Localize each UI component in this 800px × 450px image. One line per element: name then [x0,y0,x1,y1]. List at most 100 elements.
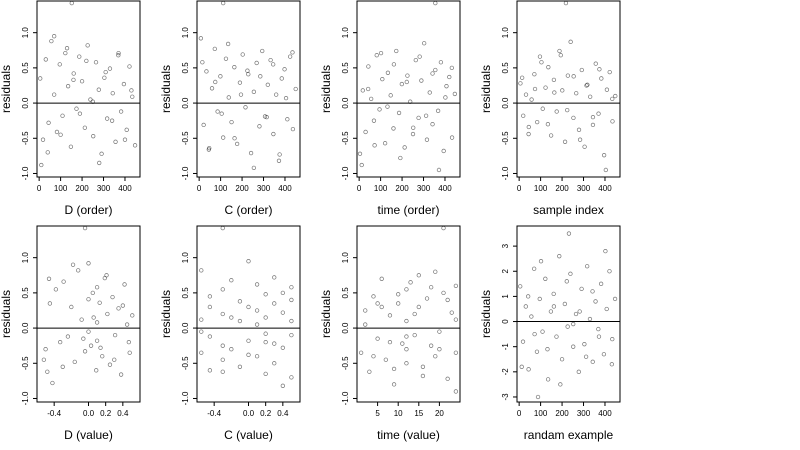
data-point [272,341,277,346]
y-tick-label: -1.0 [501,166,510,180]
data-point [289,318,294,324]
data-point [398,155,403,161]
data-point [116,306,121,311]
data-point [102,75,107,80]
data-point [221,135,226,140]
data-point [240,52,245,57]
y-tick-label: -1.0 [181,166,190,180]
data-point [609,362,614,367]
data-point [71,71,76,76]
data-point [357,151,363,156]
data-point [420,373,426,379]
data-point [220,357,225,362]
data-point [582,342,587,347]
data-point [201,122,206,128]
x-axis-label: D (order) [64,203,112,217]
data-point [574,91,579,96]
data-point [107,66,113,71]
data-point [558,382,563,387]
data-point [90,99,95,104]
y-tick-label: 0.0 [181,97,190,109]
data-point [535,394,541,400]
y-tick-label: 0.0 [341,97,350,109]
data-point [65,84,71,89]
data-point [282,67,287,72]
data-point [582,144,587,149]
data-point [529,314,534,319]
data-point [590,359,595,364]
data-point [84,58,89,63]
plot-frame [36,0,141,178]
x-tick-label: 0 [517,184,522,193]
y-tick-label: -3 [501,393,510,401]
data-point [529,97,534,102]
data-point [571,74,576,79]
data-point [444,84,449,89]
y-tick-label: 0.5 [501,62,510,74]
data-point [113,139,118,144]
plot-frame [196,225,301,403]
data-point [45,369,50,374]
y-tick-label: 0.0 [21,97,30,109]
data-point [429,343,434,348]
data-point [99,151,104,156]
data-point [429,285,434,290]
data-point [548,133,554,138]
data-point [601,352,607,357]
data-point [371,354,376,359]
data-point [112,357,117,362]
data-point [408,280,413,285]
data-point [576,127,582,132]
y-tick-label: -1 [501,343,510,351]
data-point [579,286,584,292]
y-tick-label: 1.0 [341,252,350,264]
data-point [532,72,537,77]
data-point [88,97,93,102]
data-point [76,268,81,273]
data-point [599,76,604,81]
data-point [254,282,260,287]
data-point [445,297,450,303]
data-point [366,64,371,69]
data-point [215,109,220,114]
data-point [229,119,234,125]
data-point [260,48,265,54]
data-point [246,352,251,357]
data-point [400,341,405,346]
data-point [82,225,88,231]
data-point [116,50,121,56]
y-tick-label: 0.5 [341,287,350,299]
data-point [577,137,583,142]
data-point [126,340,131,345]
y-tick-label: 0.0 [21,322,30,334]
data-point [554,334,559,339]
data-point [443,95,448,100]
data-point [198,36,204,41]
data-point [598,281,604,286]
data-point [50,380,55,386]
data-point [404,287,409,292]
data-point [121,81,127,87]
data-point [40,137,46,142]
x-tick-label: -0.4 [47,409,61,418]
data-point [557,254,562,259]
data-point [387,313,393,318]
data-point [226,95,231,100]
data-point [109,118,115,123]
data-point [69,0,74,6]
data-point [408,99,413,104]
data-point [427,90,432,95]
data-point [385,70,391,75]
y-tick-label: -1.0 [21,391,30,405]
plot-panel: 0 100 200 300 400 -1.0 -0.5 0.0 0.5 1.0 D (order) r… [0,0,141,217]
data-point [220,225,225,231]
x-tick-label: 200 [555,409,569,418]
y-tick-label: 3 [501,243,510,248]
plot-panel: -0.4 0.0 0.2 0.4 -1.0 -0.5 0.0 0.5 1.0 D (value) r… [0,225,141,442]
data-point [436,167,442,173]
data-point [551,291,556,297]
data-point [132,143,138,148]
data-point [554,109,559,114]
data-point [245,68,250,73]
